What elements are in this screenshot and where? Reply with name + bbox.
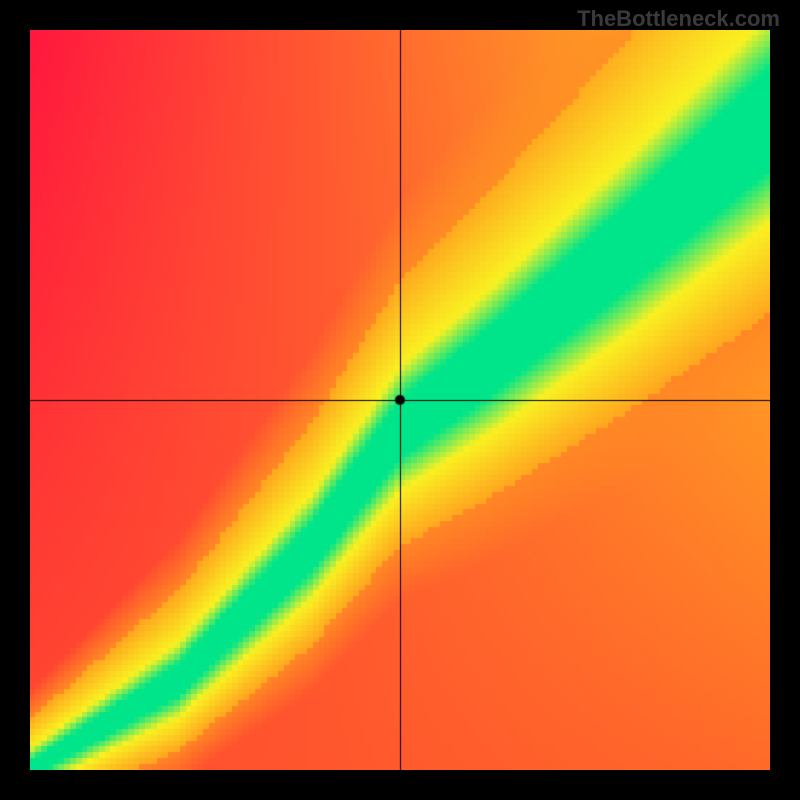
watermark-text: TheBottleneck.com — [577, 6, 780, 32]
heatmap-plot — [30, 30, 770, 770]
